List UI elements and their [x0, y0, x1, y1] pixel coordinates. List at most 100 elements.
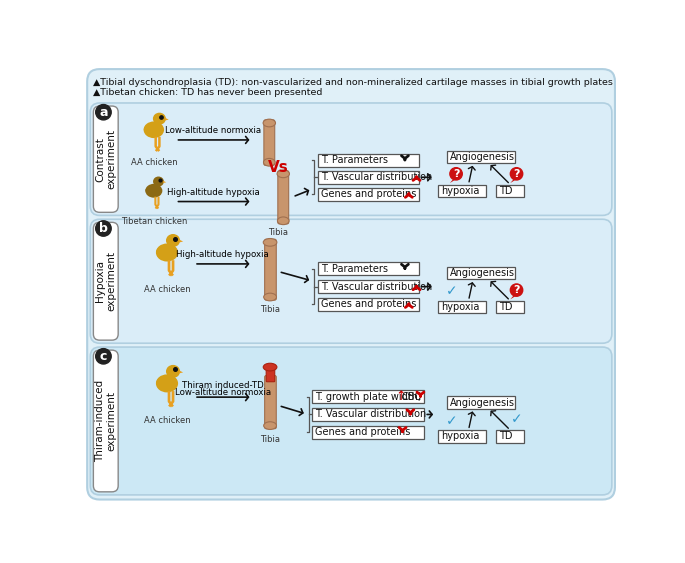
Text: hypoxia: hypoxia: [441, 186, 479, 196]
Polygon shape: [179, 370, 183, 373]
Text: ✓: ✓: [446, 285, 457, 298]
Circle shape: [510, 284, 523, 296]
FancyBboxPatch shape: [318, 187, 419, 201]
Text: AA chicken: AA chicken: [131, 158, 177, 167]
Ellipse shape: [156, 377, 170, 386]
Text: Angiogenesis: Angiogenesis: [450, 397, 515, 408]
Text: Genes and proteins: Genes and proteins: [321, 300, 416, 309]
FancyBboxPatch shape: [447, 396, 515, 409]
Ellipse shape: [156, 244, 178, 262]
Polygon shape: [450, 178, 456, 183]
Ellipse shape: [166, 365, 180, 378]
FancyBboxPatch shape: [438, 430, 486, 443]
FancyBboxPatch shape: [497, 301, 524, 313]
Ellipse shape: [263, 239, 277, 246]
Ellipse shape: [264, 293, 277, 301]
FancyBboxPatch shape: [312, 390, 424, 403]
FancyBboxPatch shape: [93, 222, 119, 340]
Text: Tibia: Tibia: [260, 435, 280, 444]
Ellipse shape: [277, 170, 290, 178]
Text: Tibetan chicken: Tibetan chicken: [121, 217, 187, 226]
Text: Tibia: Tibia: [260, 306, 280, 315]
FancyBboxPatch shape: [318, 280, 419, 293]
Ellipse shape: [263, 119, 275, 127]
FancyBboxPatch shape: [438, 185, 486, 197]
Text: T. Parameters: T. Parameters: [321, 264, 388, 274]
Ellipse shape: [153, 177, 164, 186]
Ellipse shape: [156, 245, 170, 256]
FancyBboxPatch shape: [264, 239, 276, 300]
Text: CBC: CBC: [402, 392, 422, 402]
Text: ?: ?: [513, 285, 520, 295]
Text: ✓: ✓: [446, 414, 457, 428]
FancyBboxPatch shape: [318, 298, 419, 311]
Text: TD: TD: [499, 302, 513, 312]
FancyBboxPatch shape: [447, 267, 515, 279]
Circle shape: [450, 168, 462, 180]
Text: b: b: [99, 222, 108, 235]
Text: TD: TD: [499, 186, 513, 196]
FancyBboxPatch shape: [90, 219, 612, 343]
Ellipse shape: [156, 374, 178, 392]
Text: TD: TD: [499, 431, 513, 441]
Ellipse shape: [277, 217, 289, 225]
Ellipse shape: [264, 422, 277, 430]
FancyBboxPatch shape: [438, 301, 486, 313]
Ellipse shape: [166, 234, 180, 247]
Text: a: a: [99, 106, 108, 119]
FancyBboxPatch shape: [264, 376, 276, 428]
FancyBboxPatch shape: [93, 106, 119, 212]
FancyBboxPatch shape: [266, 365, 275, 382]
FancyBboxPatch shape: [90, 103, 612, 216]
Circle shape: [96, 348, 111, 364]
FancyBboxPatch shape: [264, 120, 275, 166]
Text: Thiram induced-TD: Thiram induced-TD: [182, 381, 264, 390]
Text: ▲Tibetan chicken: TD has never been presented: ▲Tibetan chicken: TD has never been pres…: [93, 88, 323, 97]
Text: AA chicken: AA chicken: [144, 417, 190, 426]
Ellipse shape: [144, 122, 164, 138]
Text: T. growth plate width;: T. growth plate width;: [315, 392, 424, 402]
Ellipse shape: [144, 123, 156, 132]
FancyBboxPatch shape: [93, 350, 119, 492]
Text: Tibia: Tibia: [268, 227, 288, 236]
FancyBboxPatch shape: [90, 347, 612, 495]
Ellipse shape: [153, 113, 166, 124]
Text: High-altitude hypoxia: High-altitude hypoxia: [167, 188, 260, 197]
FancyBboxPatch shape: [497, 430, 524, 443]
Text: AA chicken: AA chicken: [144, 285, 190, 294]
Text: T. Parameters: T. Parameters: [321, 155, 388, 166]
FancyBboxPatch shape: [87, 69, 615, 499]
Text: T. Vascular distribution: T. Vascular distribution: [321, 282, 432, 292]
FancyBboxPatch shape: [318, 154, 419, 167]
Ellipse shape: [145, 184, 162, 198]
Circle shape: [96, 105, 111, 120]
FancyBboxPatch shape: [497, 185, 524, 197]
Text: Vs: Vs: [267, 160, 288, 175]
Polygon shape: [165, 118, 169, 120]
Circle shape: [96, 221, 111, 236]
Text: hypoxia: hypoxia: [441, 431, 479, 441]
FancyBboxPatch shape: [318, 262, 419, 275]
Text: c: c: [100, 350, 107, 363]
Ellipse shape: [145, 185, 156, 193]
Text: ▲Tibial dyschondroplasia (TD): non-vascularized and non-mineralized cartilage ma: ▲Tibial dyschondroplasia (TD): non-vascu…: [93, 78, 613, 87]
Polygon shape: [510, 178, 516, 183]
FancyBboxPatch shape: [318, 171, 419, 184]
FancyBboxPatch shape: [447, 151, 515, 163]
Text: Hypoxia
experiment: Hypoxia experiment: [95, 251, 116, 311]
Text: Thiram-induced
experiment: Thiram-induced experiment: [95, 380, 116, 462]
Polygon shape: [163, 181, 166, 183]
Text: High-altitude hypoxia: High-altitude hypoxia: [177, 251, 269, 260]
Text: T. Vascular distribution: T. Vascular distribution: [321, 172, 432, 182]
Text: T. Vascular distribution: T. Vascular distribution: [315, 409, 426, 419]
Circle shape: [510, 168, 523, 180]
Text: Low-altitude normoxia: Low-altitude normoxia: [175, 388, 271, 397]
FancyBboxPatch shape: [312, 426, 424, 439]
Text: Angiogenesis: Angiogenesis: [450, 152, 515, 162]
Text: ↑: ↑: [396, 390, 406, 403]
Ellipse shape: [263, 363, 277, 371]
Text: ✓: ✓: [511, 413, 523, 426]
Polygon shape: [510, 294, 516, 300]
Text: Angiogenesis: Angiogenesis: [450, 268, 515, 278]
Text: Contrast
experiment: Contrast experiment: [95, 129, 116, 189]
